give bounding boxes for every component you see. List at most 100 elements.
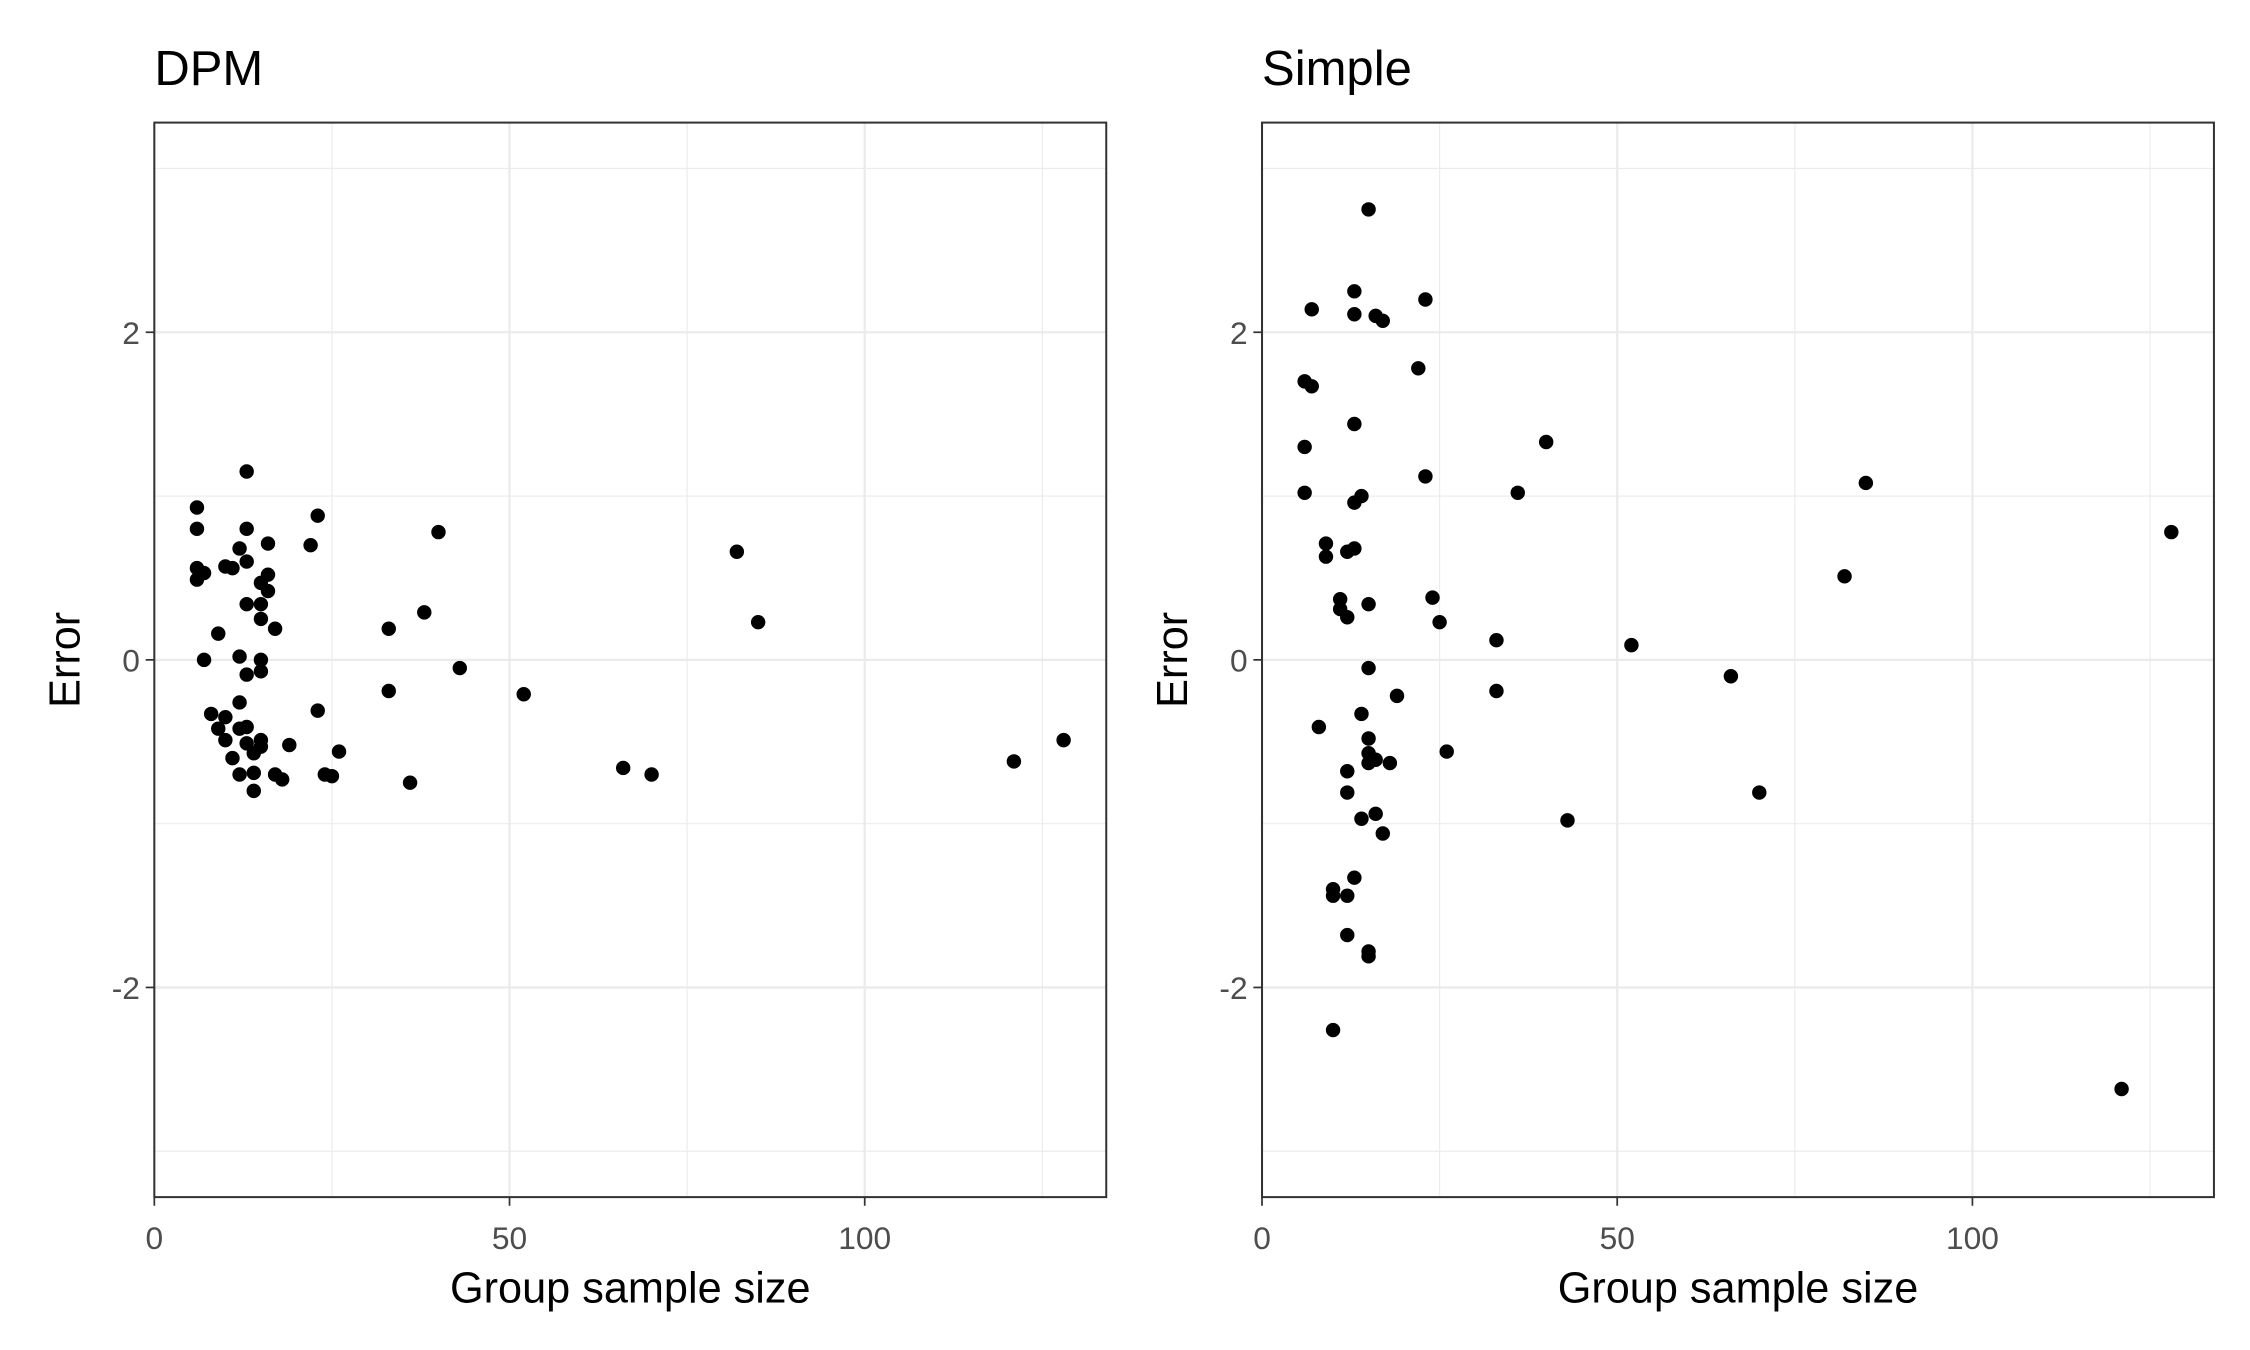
point: [253, 611, 269, 627]
point: [260, 583, 276, 599]
point: [1723, 669, 1739, 684]
point: [196, 565, 212, 581]
point: [324, 768, 340, 784]
point: [381, 683, 396, 699]
point: [1304, 302, 1319, 317]
point: [225, 750, 240, 766]
x-tick-label: 100: [838, 1220, 891, 1256]
point: [1340, 610, 1355, 625]
point: [1347, 870, 1362, 885]
panel: 0 50 100 -2 0 2 Simple Group sample size Error: [1149, 42, 2215, 1312]
chart-title: Simple: [1262, 42, 1412, 96]
point: [211, 721, 226, 736]
point: [253, 739, 269, 754]
point: [232, 767, 247, 782]
point: [452, 660, 468, 676]
point: [218, 709, 233, 725]
y-axis-title: Error: [1149, 612, 1197, 708]
point: [310, 508, 325, 523]
point: [1538, 434, 1554, 450]
point: [1361, 660, 1376, 676]
x-tick-label: 50: [492, 1220, 527, 1256]
point: [1510, 485, 1525, 500]
point: [402, 775, 418, 790]
point: [253, 664, 269, 679]
panel-border: [153, 121, 1108, 1199]
point: [1318, 549, 1334, 564]
point: [1837, 569, 1852, 584]
y-tick-label: -2: [1219, 970, 1247, 1006]
point: [1354, 811, 1369, 826]
point: [239, 596, 254, 612]
point: [1432, 614, 1447, 630]
point: [211, 626, 226, 641]
point: [1056, 732, 1071, 748]
point: [1340, 785, 1355, 800]
panel-border: [1261, 121, 2215, 1199]
point: [1361, 949, 1376, 964]
x-tick-label: 100: [1946, 1220, 1999, 1256]
point: [239, 667, 254, 682]
chart-title: DPM: [154, 42, 263, 96]
point: [1347, 284, 1362, 299]
point: [331, 744, 347, 759]
point: [303, 537, 318, 553]
point: [1489, 632, 1504, 648]
x-tick-label: 0: [1253, 1220, 1271, 1256]
x-tick-label: 0: [146, 1220, 164, 1256]
point: [282, 737, 297, 753]
point: [750, 614, 766, 630]
point: [1361, 202, 1376, 217]
point: [516, 687, 531, 702]
point: [1382, 755, 1398, 771]
point: [246, 783, 261, 799]
x-tick-label: 50: [1600, 1220, 1635, 1256]
point: [1311, 719, 1327, 735]
point: [253, 652, 269, 668]
y-tick-label: 0: [1230, 642, 1248, 678]
point: [1624, 637, 1639, 653]
point: [615, 760, 631, 776]
point: [1347, 495, 1362, 510]
point: [239, 521, 254, 537]
point: [1340, 927, 1355, 943]
point: [1347, 307, 1362, 322]
point: [218, 732, 233, 748]
point: [1354, 706, 1369, 722]
point: [232, 649, 247, 664]
point: [1418, 469, 1433, 484]
point: [381, 621, 396, 636]
point: [1297, 485, 1312, 500]
point: [1858, 475, 1874, 491]
point: [1439, 744, 1454, 759]
point: [1425, 590, 1440, 605]
point: [1752, 785, 1767, 800]
y-tick-label: -2: [112, 970, 140, 1006]
point: [1368, 806, 1383, 822]
point: [431, 524, 446, 540]
point: [1304, 379, 1319, 394]
y-axis-title: Error: [41, 612, 89, 708]
point: [644, 767, 659, 782]
point: [1411, 361, 1426, 376]
point: [1361, 596, 1376, 612]
point: [2114, 1081, 2129, 1097]
point: [1006, 754, 1022, 769]
point: [260, 536, 276, 551]
point: [203, 706, 219, 722]
point: [225, 560, 240, 576]
point: [1340, 764, 1355, 779]
point: [1340, 544, 1355, 559]
y-tick-label: 0: [122, 642, 140, 678]
point: [729, 544, 745, 559]
point: [246, 765, 261, 781]
point: [1297, 439, 1312, 455]
point: [1375, 826, 1390, 841]
point: [267, 621, 283, 636]
y-tick-label: 2: [122, 315, 140, 351]
x-axis-title: Group sample size: [450, 1264, 811, 1312]
point: [274, 772, 290, 787]
point: [1325, 1022, 1341, 1038]
